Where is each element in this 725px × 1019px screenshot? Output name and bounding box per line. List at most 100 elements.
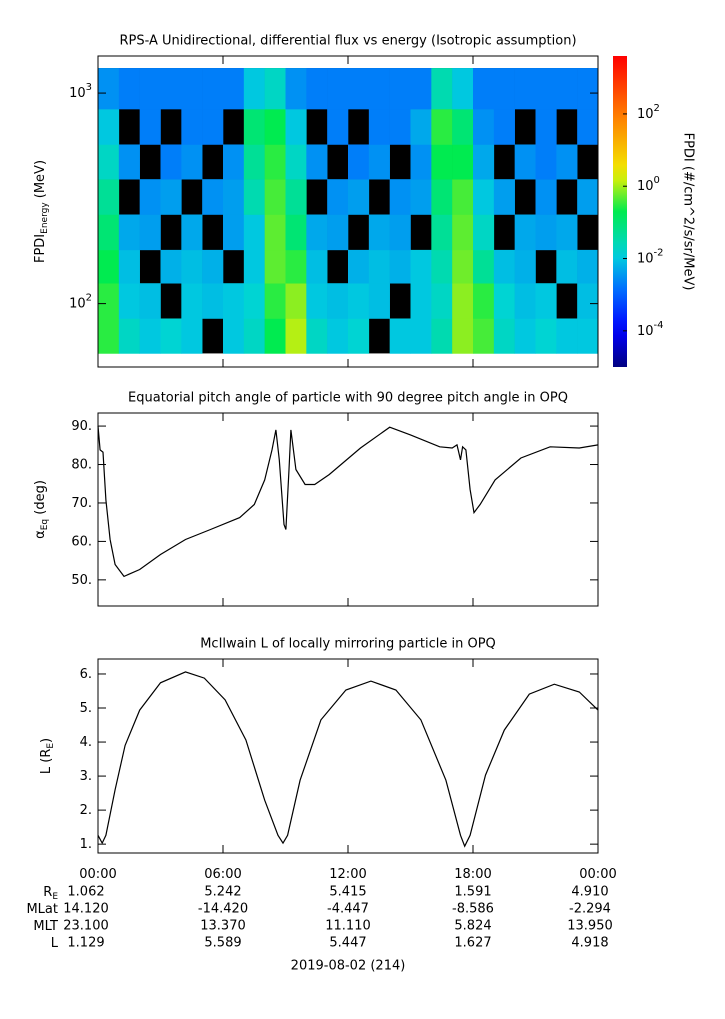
tick-text: 12:00 [329, 867, 366, 882]
heatmap-cell [327, 109, 349, 145]
heatmap-cell [556, 68, 578, 110]
heatmap-cell [202, 249, 224, 284]
heatmap-cell [327, 283, 349, 319]
y-axis-label: αEq (deg) [33, 480, 50, 539]
ephemeris-value: 5.589 [204, 936, 241, 951]
tick-text: 10 [637, 251, 654, 266]
tick-label: 00:00 [579, 867, 616, 882]
heatmap-cell [535, 68, 557, 110]
heatmap-cell [285, 109, 307, 145]
ephemeris-value: 4.910 [571, 885, 608, 900]
heatmap-cell [202, 68, 224, 110]
heatmap-cell [160, 318, 182, 354]
chart-title: Equatorial pitch angle of particle with … [128, 391, 568, 406]
heatmap-cell [452, 283, 474, 319]
tick-label: 102 [637, 103, 660, 122]
heatmap-cell [410, 68, 432, 110]
heatmap-cell [577, 179, 599, 215]
heatmap-cell [327, 214, 349, 251]
heatmap-cell [452, 68, 474, 110]
tick-label: 5. [80, 701, 92, 716]
label-text: MLat [26, 902, 58, 917]
heatmap-cell [98, 214, 120, 251]
tick-text: 2. [80, 803, 92, 818]
heatmap-cell [452, 318, 474, 354]
heatmap-cell [514, 144, 536, 180]
ephemeris-value: -2.294 [569, 902, 611, 917]
heatmap-cell [410, 109, 432, 145]
heatmap-cell [389, 109, 411, 145]
tick-label: 90. [71, 419, 92, 434]
ephemeris-value: 5.447 [329, 936, 366, 951]
heatmap-cell [118, 144, 140, 180]
heatmap-cell [139, 318, 161, 354]
heatmap-cell [556, 144, 578, 180]
heatmap-cell [389, 179, 411, 215]
heatmap-cell [368, 249, 390, 284]
y-axis-label: FPDIEnergy (MeV) [33, 160, 50, 263]
chart-title: McIlwain L of locally mirroring particle… [200, 637, 496, 652]
heatmap-cell [473, 283, 495, 319]
y-axis-label: L (RE) [39, 738, 56, 774]
ephemeris-label: MLT [33, 919, 58, 934]
label-part: Eq [40, 519, 50, 530]
tick-text: 50. [71, 572, 92, 587]
tick-label: 18:00 [454, 867, 491, 882]
label-text: L [51, 936, 59, 951]
heatmap-cell [473, 179, 495, 215]
heatmap-cell [368, 68, 390, 110]
heatmap-cell [431, 249, 453, 284]
tick-exponent: 2 [654, 103, 660, 114]
heatmap-cell [285, 249, 307, 284]
tick-text: 00:00 [79, 867, 116, 882]
label-part: (MeV) [33, 160, 48, 202]
heatmap-cell [431, 109, 453, 145]
ephemeris-value: 1.062 [67, 885, 104, 900]
heatmap-cell [452, 109, 474, 145]
tick-text: 10 [637, 106, 654, 121]
plot-frame [97, 412, 599, 607]
heatmap-cell [264, 214, 286, 251]
tick-label: 12:00 [329, 867, 366, 882]
heatmap-cell [243, 249, 265, 284]
ephemeris-value: 5.824 [454, 919, 491, 934]
heatmap-cell [181, 249, 203, 284]
heatmap-cell [160, 249, 182, 284]
heatmap-cell [473, 144, 495, 180]
data-line [97, 426, 599, 578]
heatmap-cell [118, 249, 140, 284]
heatmap-cell [285, 144, 307, 180]
heatmap-cell [98, 318, 120, 354]
heatmap-cell [473, 249, 495, 284]
tick-label: 4. [80, 735, 92, 750]
tick-exponent: 0 [654, 175, 660, 186]
heatmap-cell [223, 179, 245, 215]
heatmap-cell [306, 68, 328, 110]
heatmap-cell [493, 68, 515, 110]
heatmap-cell [98, 68, 120, 110]
heatmap-cell [452, 144, 474, 180]
heatmap-cell [410, 249, 432, 284]
heatmap-cell [431, 318, 453, 354]
heatmap-cell [223, 144, 245, 180]
heatmap-cell [493, 109, 515, 145]
heatmap-cell [223, 214, 245, 251]
heatmap-cell [306, 214, 328, 251]
tick-exponent: -4 [654, 320, 664, 331]
ephemeris-value: 11.110 [325, 919, 371, 934]
tick-text: 1. [80, 837, 92, 852]
heatmap-cell [139, 68, 161, 110]
heatmap-cell [285, 318, 307, 354]
heatmap-cell [493, 179, 515, 215]
heatmap-cell [98, 144, 120, 180]
tick-label: 102 [69, 293, 92, 312]
heatmap-cell [264, 283, 286, 319]
heatmap-cell [327, 68, 349, 110]
colorbar [613, 56, 627, 367]
heatmap-cell [327, 179, 349, 215]
tick-text: 5. [80, 701, 92, 716]
x-axis-label: 2019-08-02 (214) [291, 959, 406, 974]
heatmap-cell [306, 249, 328, 284]
heatmap-cell [514, 318, 536, 354]
heatmap-cell [181, 283, 203, 319]
